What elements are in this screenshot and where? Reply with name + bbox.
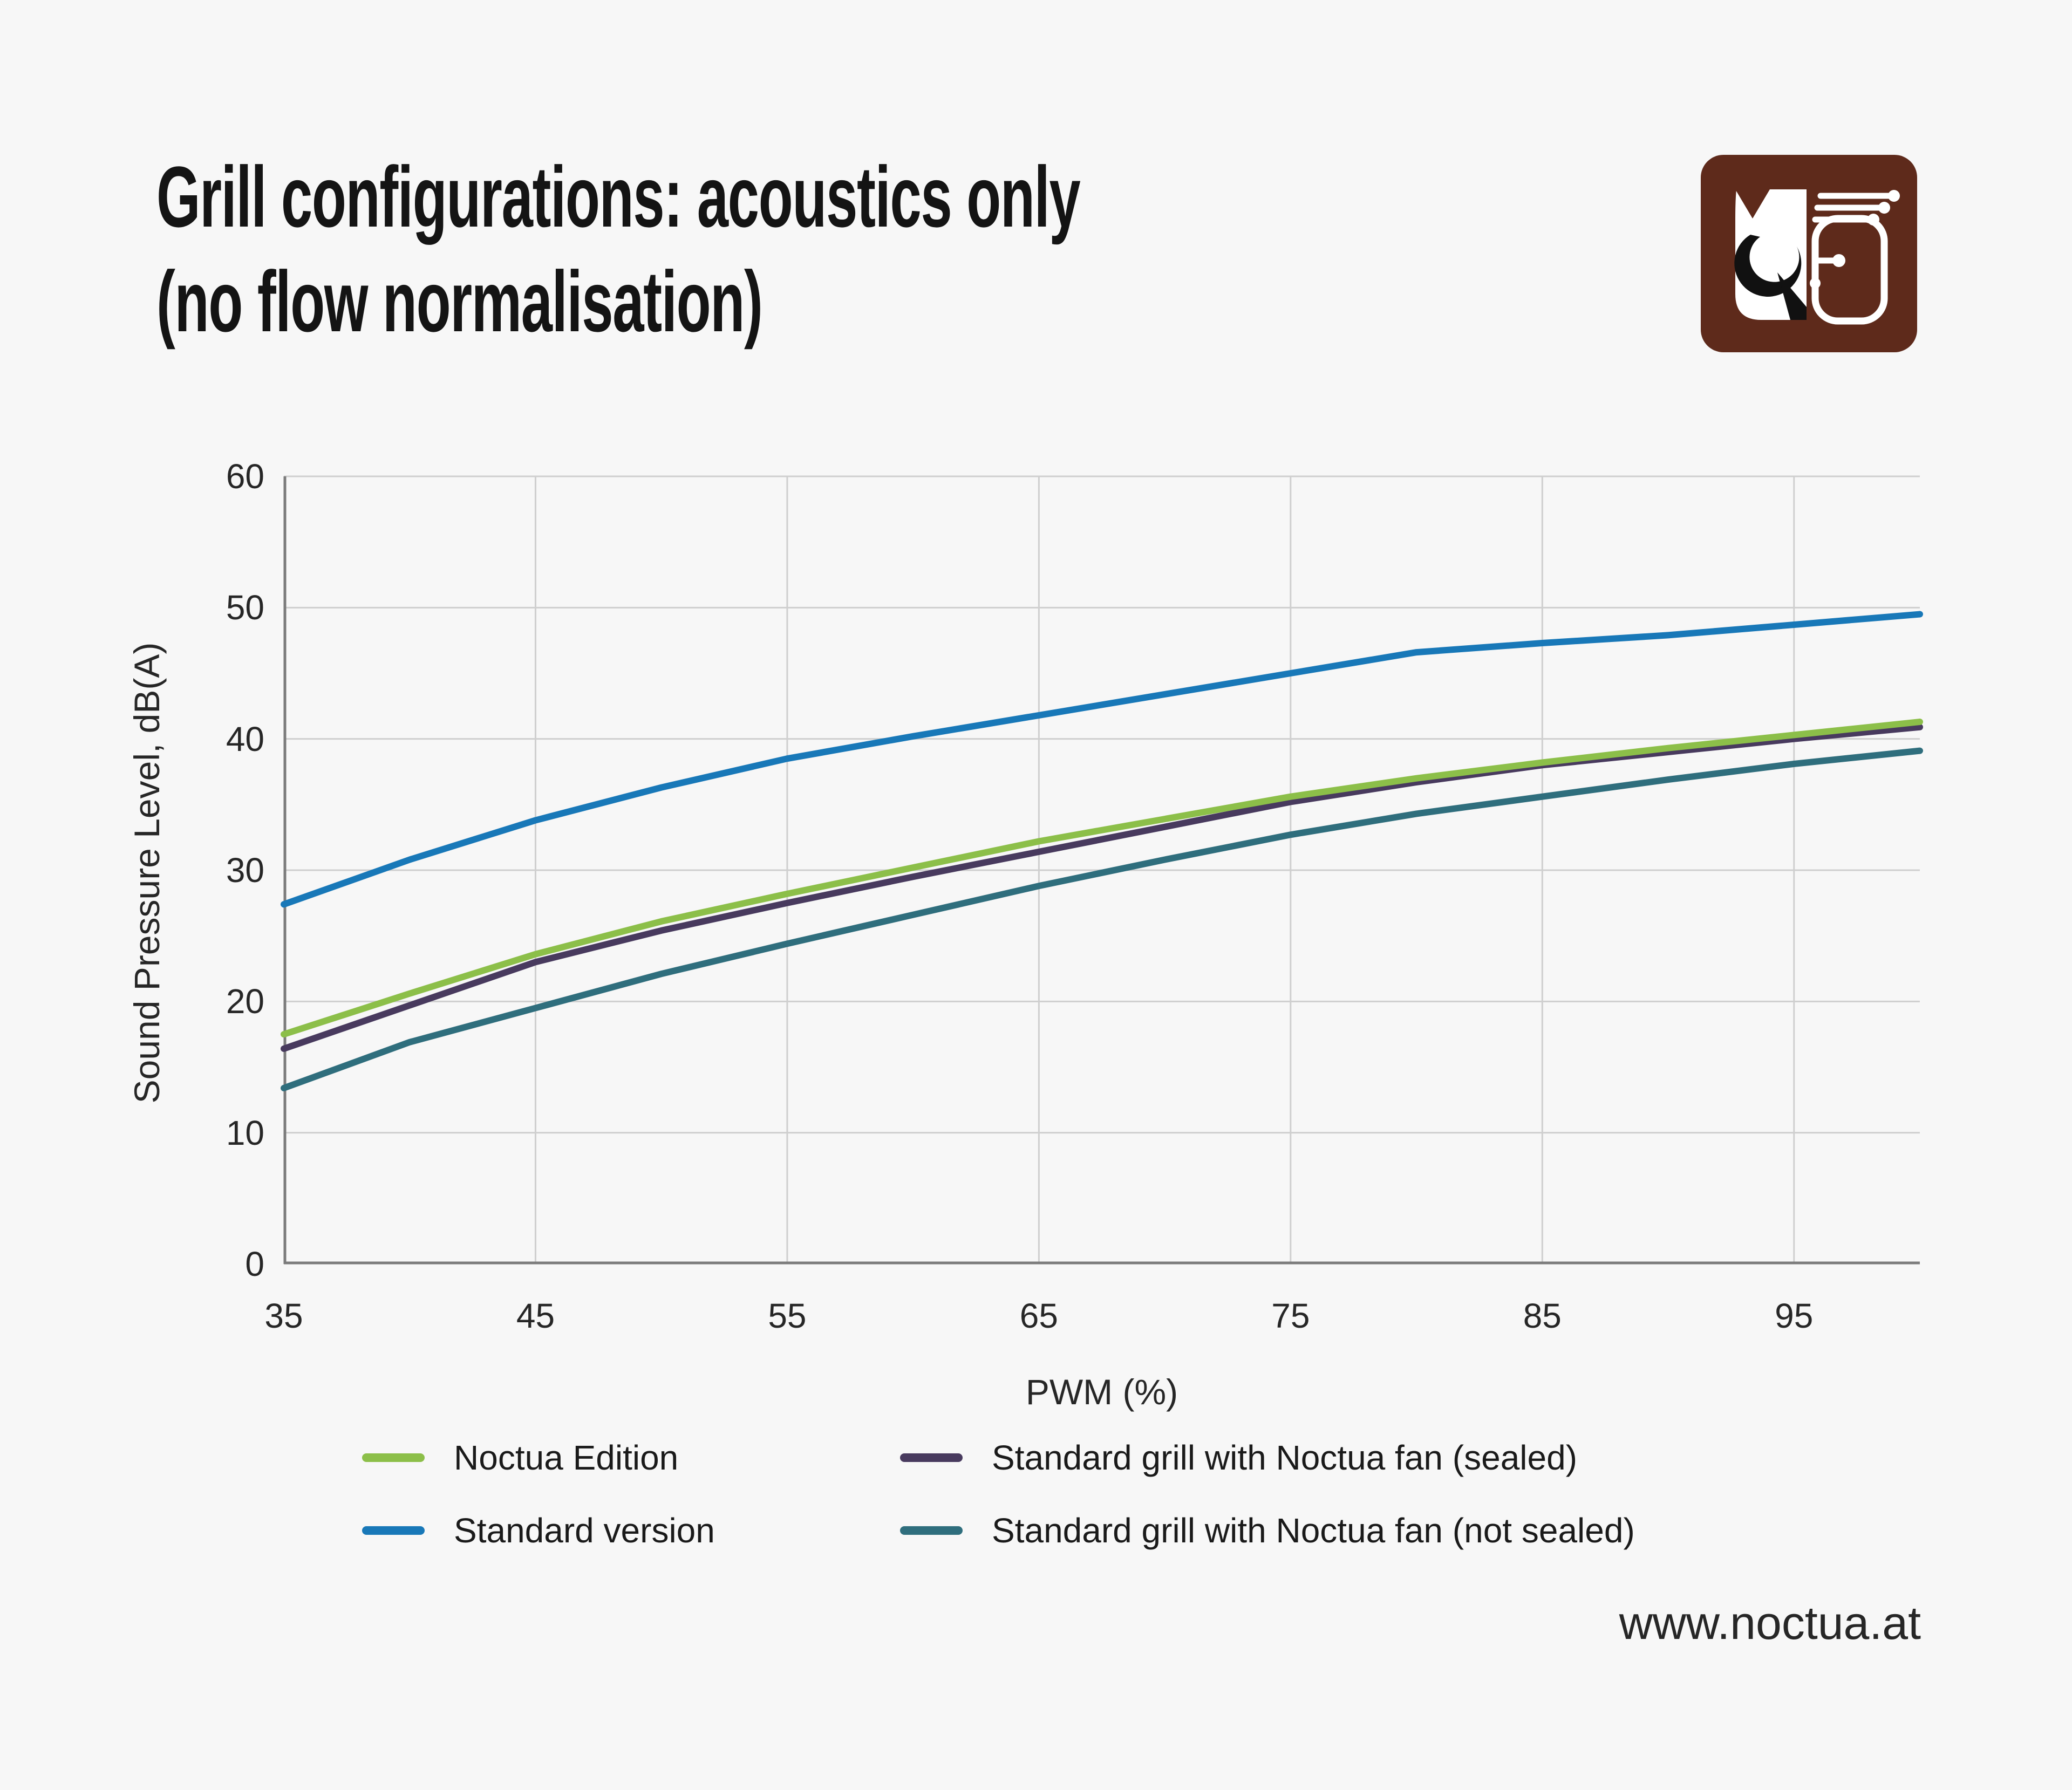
legend-swatch xyxy=(900,1453,963,1462)
legend-swatch xyxy=(362,1526,425,1535)
legend-label: Standard grill with Noctua fan (not seal… xyxy=(992,1511,1635,1550)
series-line-noctua-edition xyxy=(281,719,1923,1038)
x-tick-label: 55 xyxy=(768,1296,807,1335)
y-tick-label: 0 xyxy=(245,1245,264,1283)
legend-item-standard-grill-not-sealed: Standard grill with Noctua fan (not seal… xyxy=(900,1511,1635,1550)
y-tick-label: 50 xyxy=(226,588,264,627)
legend-label: Standard version xyxy=(454,1511,715,1550)
x-tick-label: 45 xyxy=(516,1296,555,1335)
page-title-line2: (no flow normalisation) xyxy=(156,253,763,350)
legend-item-standard-version: Standard version xyxy=(362,1511,715,1550)
series-line-standard-grill-with-noctua-fan-not-sealed xyxy=(281,747,1923,1091)
line-chart-plot-area xyxy=(281,475,1923,1265)
y-tick-label: 10 xyxy=(226,1113,264,1152)
legend-swatch xyxy=(900,1526,963,1535)
series-line-standard-version xyxy=(281,611,1923,908)
legend-label: Noctua Edition xyxy=(454,1438,679,1477)
legend-label: Standard grill with Noctua fan (sealed) xyxy=(992,1438,1577,1477)
noctua-logo-icon xyxy=(1701,155,1917,352)
x-tick-label: 95 xyxy=(1775,1296,1814,1335)
page-title-line1: Grill configurations: acoustics only xyxy=(156,148,1081,245)
y-axis-label: Sound Pressure Level, dB(A) xyxy=(127,642,167,1104)
x-tick-label: 75 xyxy=(1271,1296,1310,1335)
x-tick-label: 65 xyxy=(1019,1296,1058,1335)
x-tick-label: 85 xyxy=(1523,1296,1562,1335)
y-tick-label: 40 xyxy=(226,719,264,759)
website-url: www.noctua.at xyxy=(1619,1597,1921,1649)
y-tick-label: 60 xyxy=(226,457,264,496)
y-tick-label: 30 xyxy=(226,851,264,890)
page-title: Grill configurations: acoustics only (no… xyxy=(156,145,1081,354)
legend-swatch xyxy=(362,1453,425,1462)
legend-item-standard-grill-sealed: Standard grill with Noctua fan (sealed) xyxy=(900,1438,1577,1477)
y-tick-label: 20 xyxy=(226,982,264,1021)
x-tick-label: 35 xyxy=(264,1296,303,1335)
series-line-standard-grill-with-noctua-fan-sealed xyxy=(281,723,1923,1052)
x-axis-label: PWM (%) xyxy=(1025,1372,1178,1412)
legend-item-noctua-edition: Noctua Edition xyxy=(362,1438,678,1477)
